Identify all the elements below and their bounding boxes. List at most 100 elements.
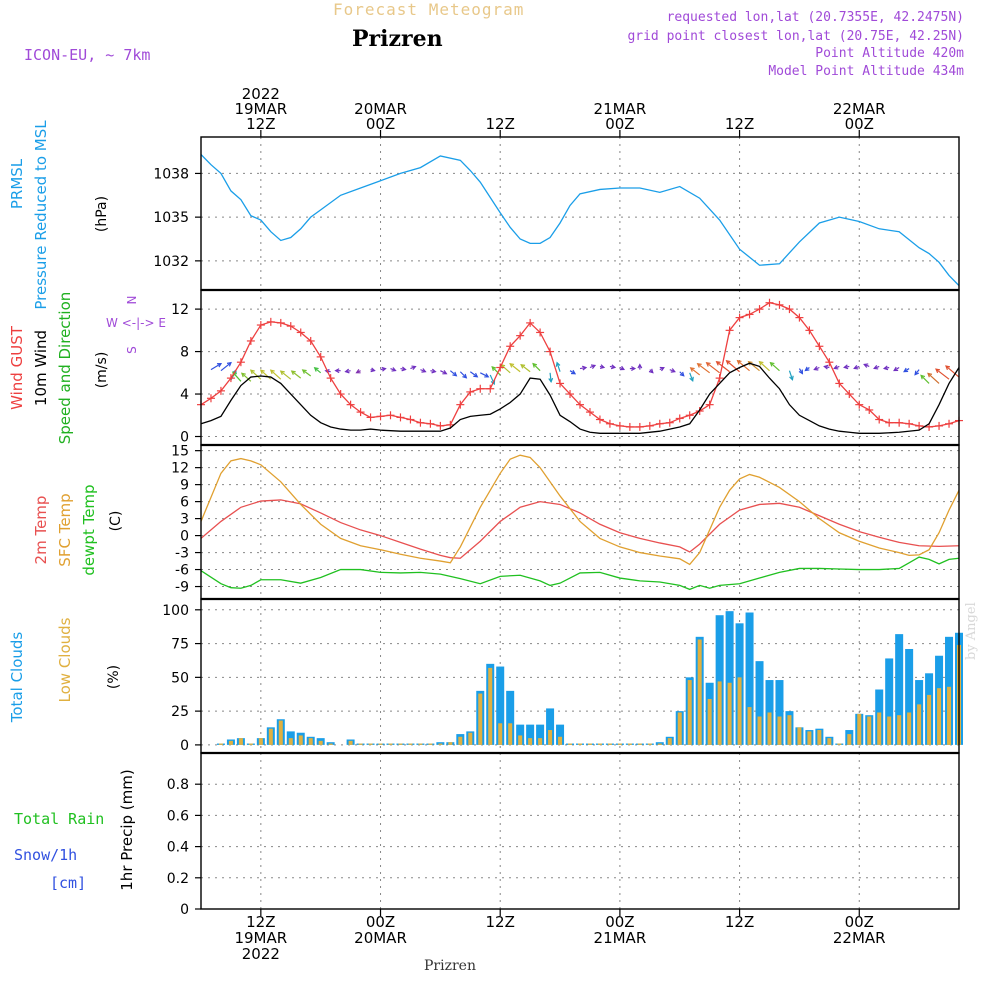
wind-direction-arrow	[945, 365, 960, 378]
clouds-y-tick-label: 100	[162, 603, 189, 619]
bottom-time-label: 12Z	[725, 913, 754, 931]
total-cloud-bar	[905, 648, 914, 745]
gust-marker	[386, 411, 395, 420]
temperature-y-tick-label: 0	[180, 529, 189, 545]
wind-direction-arrow	[355, 369, 361, 374]
wind-direction-arrow	[400, 366, 407, 372]
wind-arrow-head	[725, 359, 731, 365]
wind-direction-arrow	[259, 369, 272, 380]
wind-arrow-shaft	[210, 363, 222, 371]
wind-direction-arrow	[290, 370, 302, 379]
total-cloud-bar	[496, 666, 505, 745]
low-cloud-bar	[857, 713, 862, 745]
top-time-label: 00Z	[605, 115, 634, 133]
wind-arrow-head	[520, 363, 526, 369]
wind-arrow-head	[882, 365, 889, 371]
low-cloud-bar	[448, 742, 453, 745]
wind-arrow-head	[863, 363, 869, 368]
wind-direction-arrow	[758, 360, 770, 372]
wind-arrow-shaft	[927, 372, 940, 384]
gust-marker	[466, 387, 475, 396]
wind-direction-arrow	[679, 371, 685, 377]
wind-unit-label: (m/s)	[94, 352, 110, 389]
top-time-label: 12Z	[246, 115, 275, 133]
temperature-y-tick-label: 9	[180, 478, 189, 494]
low-cloud-bar	[837, 743, 842, 745]
temp-unit-label: (C)	[108, 511, 124, 532]
wind-direction-arrow	[715, 360, 730, 373]
model-label: ICON-EU, ~ 7km	[24, 46, 151, 64]
low-cloud-bar	[278, 720, 283, 745]
low-cloud-bar	[717, 681, 722, 745]
gust-marker	[935, 421, 944, 430]
wind-direction-arrow	[449, 370, 458, 377]
wind-arrow-shaft	[690, 367, 701, 376]
wind-direction-arrow	[705, 362, 720, 374]
low-cloud-bar	[877, 712, 882, 745]
wind-arrow-head	[421, 368, 427, 373]
low-cloud-bar	[737, 677, 742, 745]
gust-label: Wind GUST	[8, 325, 26, 410]
low-cloud-bar	[288, 738, 293, 745]
bottom-time-label: 12Z	[486, 913, 515, 931]
low-cloud-bar	[797, 727, 802, 745]
gust-marker	[496, 363, 505, 372]
wind-direction-arrow	[659, 366, 665, 372]
wind-arrow-shaft	[945, 365, 960, 378]
gust-marker	[595, 415, 604, 424]
wind-arrow-head	[411, 365, 417, 371]
gust-marker	[276, 318, 285, 327]
wind-arrow-shaft	[280, 370, 292, 380]
total-rain-label: Total Rain	[14, 810, 104, 828]
gust-marker	[456, 400, 465, 409]
forecast-title: Forecast Meteogram	[333, 0, 525, 19]
gust-marker	[745, 310, 754, 319]
wind-arrow-head	[532, 362, 538, 368]
gust-marker	[476, 384, 485, 393]
gust-marker	[685, 411, 694, 420]
low-clouds-label: Low Clouds	[56, 617, 74, 702]
gust-marker	[625, 422, 634, 431]
gust-marker	[755, 305, 764, 314]
wind-arrow-shaft	[689, 372, 694, 382]
pressure-y-tick-label: 1035	[153, 210, 189, 226]
wind-direction-arrow	[833, 364, 840, 370]
wind-arrow-head	[473, 372, 479, 378]
low-cloud-bar	[558, 736, 563, 745]
grid-point-coords: grid point closest lon,lat (20.75E, 42.2…	[627, 29, 964, 44]
low-cloud-bar	[428, 743, 433, 745]
wind-arrow-shaft	[270, 369, 282, 380]
precip-y-tick-label: 0	[180, 902, 189, 918]
gust-marker	[306, 336, 315, 345]
gust-marker	[376, 412, 385, 421]
bottom-time-label: 00Z	[845, 913, 874, 931]
total-clouds-label: Total Clouds	[8, 632, 26, 724]
wind-arrow-shaft	[770, 362, 780, 372]
low-cloud-bar	[388, 743, 393, 745]
gust-marker	[526, 318, 535, 327]
gust-marker	[266, 317, 275, 326]
total-cloud-bar	[516, 724, 525, 745]
wind-arrow-head	[279, 370, 285, 376]
wind-direction-arrow	[637, 363, 643, 370]
wind-direction-arrow	[689, 372, 694, 382]
total-cloud-bar	[725, 611, 734, 745]
gust-marker	[396, 413, 405, 422]
gust-marker	[915, 421, 924, 430]
wind-direction-arrow	[240, 372, 252, 382]
gust-marker	[506, 342, 515, 351]
gust-marker	[895, 418, 904, 427]
wind-arrow-head	[689, 367, 695, 372]
wind-direction-arrow	[935, 368, 950, 380]
wind-arrow-head	[582, 365, 588, 371]
sfc-line	[200, 454, 960, 566]
temperature-y-tick-label: 3	[180, 512, 189, 528]
gust-marker	[845, 390, 854, 399]
gust-marker	[675, 414, 684, 423]
wind-line	[200, 362, 960, 434]
gust-marker	[576, 400, 584, 409]
wind-arrow-head	[758, 360, 764, 366]
gust-marker	[316, 352, 325, 361]
gust-marker	[406, 415, 415, 424]
